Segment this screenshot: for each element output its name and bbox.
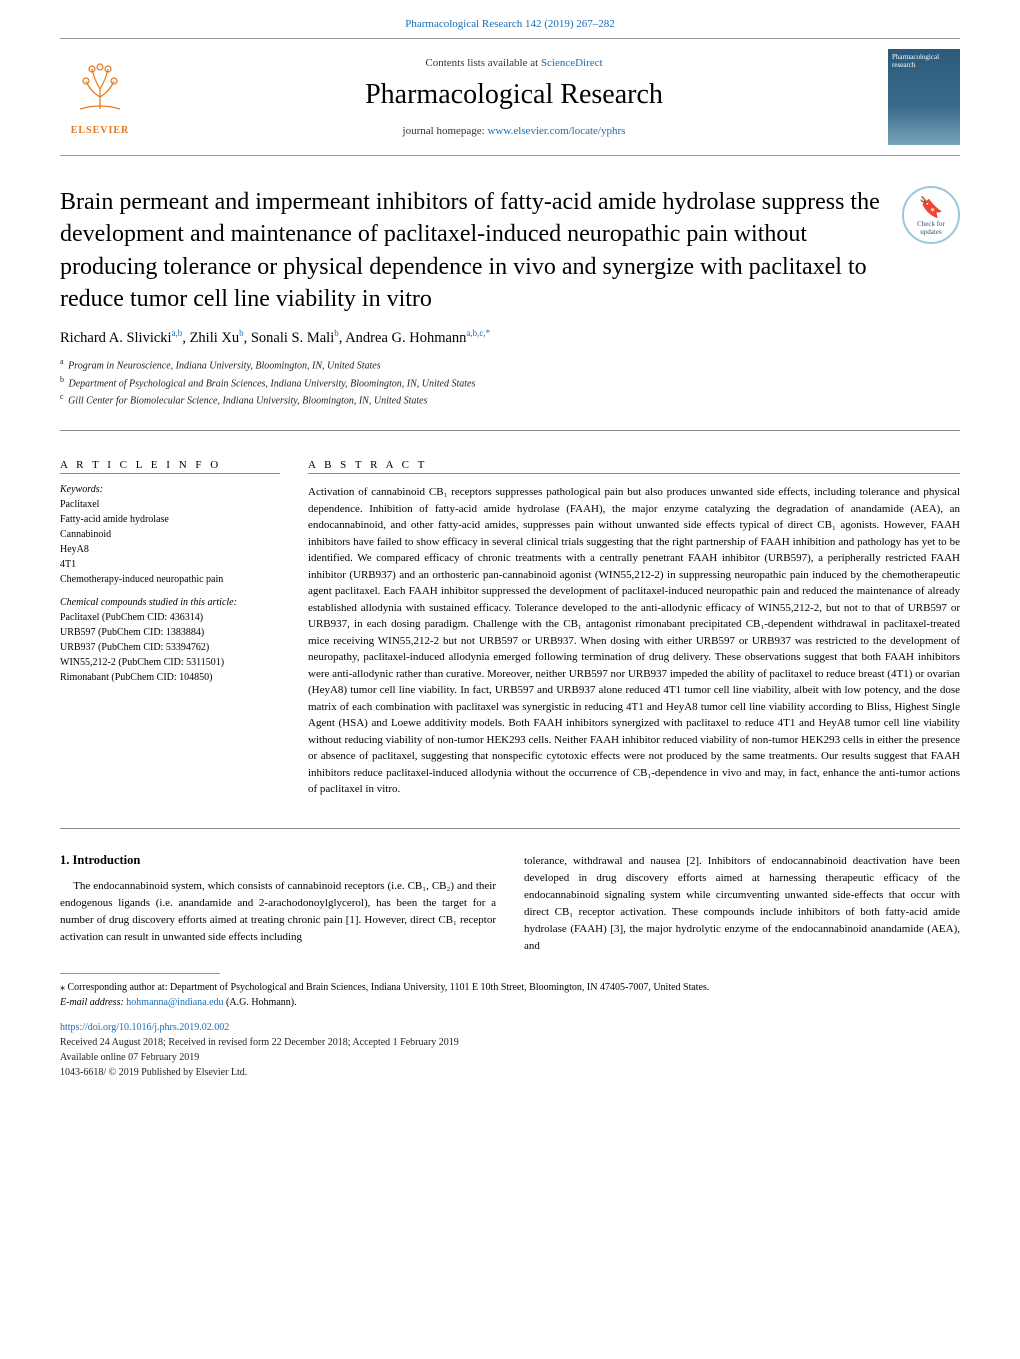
email-label: E-mail address:	[60, 997, 126, 1008]
footer-block: ⁎ Corresponding author at: Department of…	[0, 974, 1020, 1092]
author-2-affil[interactable]: b	[239, 328, 244, 338]
sciencedirect-link[interactable]: ScienceDirect	[541, 57, 603, 69]
affiliation-b-text: Department of Psychological and Brain Sc…	[69, 378, 476, 389]
contents-line: Contents lists available at ScienceDirec…	[140, 57, 888, 69]
abstract-col: A B S T R A C T Activation of cannabinoi…	[308, 459, 960, 798]
publisher-name: ELSEVIER	[60, 125, 140, 136]
author-2: Zhili Xu	[190, 329, 240, 345]
article-info-col: A R T I C L E I N F O Keywords: Paclitax…	[60, 459, 280, 798]
available-line: Available online 07 February 2019	[60, 1050, 960, 1065]
body-col-left: 1. Introduction The endocannabinoid syst…	[60, 853, 496, 955]
updates-label-top: Check for	[917, 220, 945, 228]
affiliation-a-text: Program in Neuroscience, Indiana Univers…	[68, 361, 381, 372]
doi-line: https://doi.org/10.1016/j.phrs.2019.02.0…	[60, 1020, 960, 1035]
journal-cover-thumb: Pharmacological research	[888, 49, 960, 145]
authors-line: Richard A. Slivickia,b, Zhili Xub, Sonal…	[0, 328, 1020, 353]
author-1-affil[interactable]: a,b	[172, 328, 183, 338]
author-1: Richard A. Slivicki	[60, 329, 172, 345]
abstract-rule-bottom	[60, 828, 960, 829]
author-3-affil[interactable]: b	[334, 328, 339, 338]
affiliation-c-text: Gill Center for Biomolecular Science, In…	[68, 395, 427, 406]
updates-bookmark-icon: 🔖	[919, 195, 944, 220]
author-3: Sonali S. Mali	[251, 329, 334, 345]
abstract-text: Activation of cannabinoid CB₁ receptors …	[308, 484, 960, 798]
affiliation-a: a Program in Neuroscience, Indiana Unive…	[60, 356, 960, 373]
homepage-prefix: journal homepage:	[403, 125, 488, 137]
homepage-link[interactable]: www.elsevier.com/locate/yphrs	[487, 125, 625, 137]
keywords-list: Paclitaxel Fatty-acid amide hydrolase Ca…	[60, 497, 280, 587]
email-line: E-mail address: hohmanna@indiana.edu (A.…	[60, 995, 960, 1010]
publisher-logo: ELSEVIER	[60, 59, 140, 136]
affiliation-c: c Gill Center for Biomolecular Science, …	[60, 391, 960, 408]
chemical-compounds-list: Paclitaxel (PubChem CID: 436314) URB597 …	[60, 610, 280, 685]
info-abstract-row: A R T I C L E I N F O Keywords: Paclitax…	[0, 441, 1020, 818]
body-col-right: tolerance, withdrawal and nausea [2]. In…	[524, 853, 960, 955]
masthead: ELSEVIER Contents lists available at Sci…	[0, 39, 1020, 155]
updates-label-bottom: updates	[920, 228, 941, 236]
received-line: Received 24 August 2018; Received in rev…	[60, 1035, 960, 1050]
running-head: Pharmacological Research 142 (2019) 267–…	[0, 0, 1020, 38]
homepage-line: journal homepage: www.elsevier.com/locat…	[140, 125, 888, 137]
elsevier-tree-icon	[60, 59, 140, 125]
affiliation-b: b Department of Psychological and Brain …	[60, 374, 960, 391]
contents-prefix: Contents lists available at	[425, 57, 540, 69]
intro-para-right: tolerance, withdrawal and nausea [2]. In…	[524, 853, 960, 955]
intro-para-left: The endocannabinoid system, which consis…	[60, 878, 496, 946]
email-link[interactable]: hohmanna@indiana.edu	[126, 997, 223, 1008]
journal-name: Pharmacological Research	[140, 79, 888, 111]
chemical-compounds-heading: Chemical compounds studied in this artic…	[60, 597, 280, 608]
article-title: Brain permeant and impermeant inhibitors…	[60, 186, 902, 316]
intro-heading: 1. Introduction	[60, 853, 496, 868]
cover-text: Pharmacological research	[892, 53, 956, 69]
affiliations: a Program in Neuroscience, Indiana Unive…	[0, 352, 1020, 420]
issn-copyright: 1043-6618/ © 2019 Published by Elsevier …	[60, 1065, 960, 1080]
keywords-heading: Keywords:	[60, 484, 280, 495]
info-rule-top	[60, 430, 960, 431]
email-suffix: (A.G. Hohmann).	[224, 997, 297, 1008]
article-info-heading: A R T I C L E I N F O	[60, 459, 280, 474]
body-columns: 1. Introduction The endocannabinoid syst…	[0, 839, 1020, 973]
running-head-link[interactable]: Pharmacological Research 142 (2019) 267–…	[405, 18, 615, 30]
title-block: Brain permeant and impermeant inhibitors…	[0, 156, 1020, 328]
doi-link[interactable]: https://doi.org/10.1016/j.phrs.2019.02.0…	[60, 1022, 229, 1033]
corresponding-author: ⁎ Corresponding author at: Department of…	[60, 980, 960, 995]
author-4: Andrea G. Hohmann	[345, 329, 466, 345]
check-updates-badge[interactable]: 🔖 Check for updates	[902, 186, 960, 244]
masthead-center: Contents lists available at ScienceDirec…	[140, 57, 888, 137]
abstract-heading: A B S T R A C T	[308, 459, 960, 474]
author-4-affil[interactable]: a,b,c,*	[466, 328, 490, 338]
